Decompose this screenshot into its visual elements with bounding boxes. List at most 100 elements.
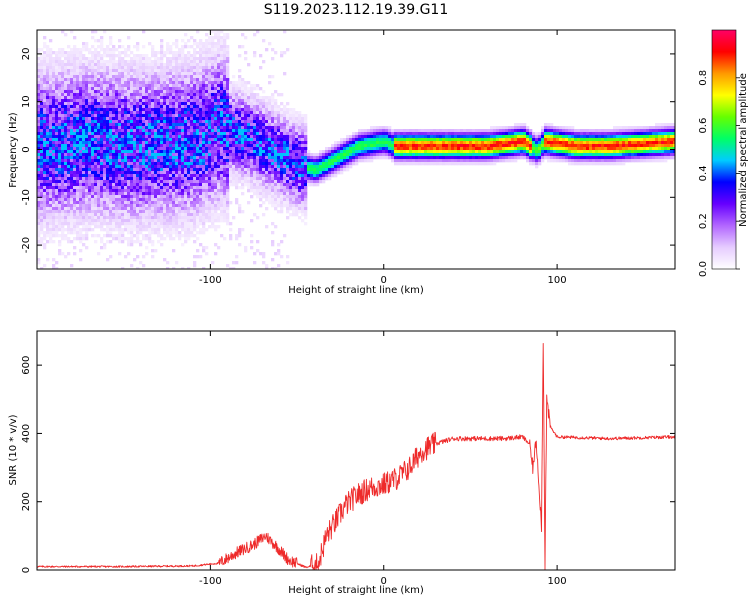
spectrogram-cell [136, 48, 140, 52]
spectrogram-cell [121, 210, 125, 214]
spectrogram-cell [112, 198, 116, 202]
spectrogram-cell [151, 156, 155, 160]
spectrogram-cell [280, 207, 284, 211]
spectrogram-cell [157, 99, 161, 103]
spectrogram-cell [250, 111, 254, 115]
spectrogram-cell [154, 81, 158, 85]
spectrogram-cell [247, 147, 251, 151]
spectrogram-cell [124, 114, 128, 118]
spectrogram-cell [151, 213, 155, 217]
spectrogram-cell [274, 114, 278, 118]
spectrogram-cell [151, 90, 155, 94]
spectrogram-cell [178, 48, 182, 52]
spectrogram-cell [250, 159, 254, 163]
spectrogram-cell [274, 105, 278, 109]
spectrogram-cell [43, 45, 47, 49]
spectrogram-cell [184, 207, 188, 211]
spectrogram-cell [145, 225, 149, 229]
spectrogram-cell [118, 234, 122, 238]
spectrogram-cell [181, 105, 185, 109]
spectrogram-cell [238, 144, 242, 148]
spectrogram-cell [256, 159, 260, 163]
spectrogram-cell [103, 117, 107, 121]
spectrogram-cell [97, 108, 101, 112]
spectrogram-cell [232, 132, 236, 136]
spectrogram-cell [37, 150, 41, 154]
spectrogram-cell [76, 186, 80, 190]
spectrogram-cell [169, 201, 173, 205]
spectrogram-cell [199, 75, 203, 79]
spectrogram-cell [151, 186, 155, 190]
spectrogram-cell [88, 204, 92, 208]
spectrogram-cell [79, 138, 83, 142]
spectrogram-cell [64, 183, 68, 187]
spectrogram-cell [157, 105, 161, 109]
spectrogram-cell [70, 144, 74, 148]
spectrogram-cell [85, 87, 89, 91]
spectrogram-cell [91, 120, 95, 124]
spectrogram-cell [46, 81, 50, 85]
spectrogram-cell [256, 249, 260, 253]
spectrogram-cell [61, 207, 65, 211]
spectrogram-cell [109, 153, 113, 157]
spectrogram-cell [187, 192, 191, 196]
spectrogram-cell [55, 192, 59, 196]
spectrogram-cell [97, 93, 101, 97]
spectrogram-cell [247, 108, 251, 112]
spectrogram-cell [223, 78, 227, 82]
spectrogram-cell [163, 159, 167, 163]
spectrogram-cell [148, 132, 152, 136]
spectrogram-cell [268, 192, 272, 196]
spectrogram-cell [172, 225, 176, 229]
spectrogram-cell [106, 201, 110, 205]
spectrogram-cell [175, 216, 179, 220]
spectrogram-cell [64, 228, 68, 232]
spectrogram-cell [286, 138, 290, 142]
spectrogram-cell [100, 39, 104, 43]
spectrogram-cell [226, 90, 230, 94]
spectrogram-cell [43, 210, 47, 214]
spectrogram-cell [154, 102, 158, 106]
spectrogram-cell [127, 225, 131, 229]
spectrogram-cell [55, 69, 59, 73]
spectrogram-cell [73, 78, 77, 82]
spectrogram-cell [70, 114, 74, 118]
spectrogram-cell [103, 108, 107, 112]
spectrogram-cell [70, 123, 74, 127]
spectrogram-cell [58, 213, 62, 217]
spectrogram-cell [133, 132, 137, 136]
spectrogram-cell [160, 168, 164, 172]
spectrogram-cell [133, 141, 137, 145]
spectrogram-cell [112, 126, 116, 130]
spectrogram-cell [70, 126, 74, 130]
spectrogram-cell [94, 207, 98, 211]
spectrogram-cell [211, 261, 215, 265]
spectrogram-cell [151, 192, 155, 196]
spectrogram-cell [157, 189, 161, 193]
spectrogram-cell [241, 192, 245, 196]
spectrogram-cell [64, 33, 68, 37]
spectrogram-cell [112, 171, 116, 175]
spectrogram-cell [115, 60, 119, 64]
spectrogram-cell [199, 162, 203, 166]
spectrogram-cell [91, 99, 95, 103]
spectrogram-cell [202, 201, 206, 205]
spectrogram-cell [64, 69, 68, 73]
spectrogram-cell [274, 180, 278, 184]
spectrogram-cell [136, 240, 140, 244]
spectrogram-cell [82, 105, 86, 109]
spectrogram-cell [46, 78, 50, 82]
spectrogram-cell [103, 210, 107, 214]
spectrogram-cell [205, 63, 209, 67]
spectrogram-cell [49, 198, 53, 202]
spectrogram-cell [46, 129, 50, 133]
spectrogram-cell [130, 219, 134, 223]
spectrogram-cell [220, 174, 224, 178]
spectrogram-cell [100, 93, 104, 97]
spectrogram-cell [79, 213, 83, 217]
spectrogram-cell [193, 204, 197, 208]
spectrogram-cell [94, 57, 98, 61]
spectrogram-cell [40, 189, 44, 193]
spectrogram-cell [187, 207, 191, 211]
spectrogram-cell [142, 210, 146, 214]
